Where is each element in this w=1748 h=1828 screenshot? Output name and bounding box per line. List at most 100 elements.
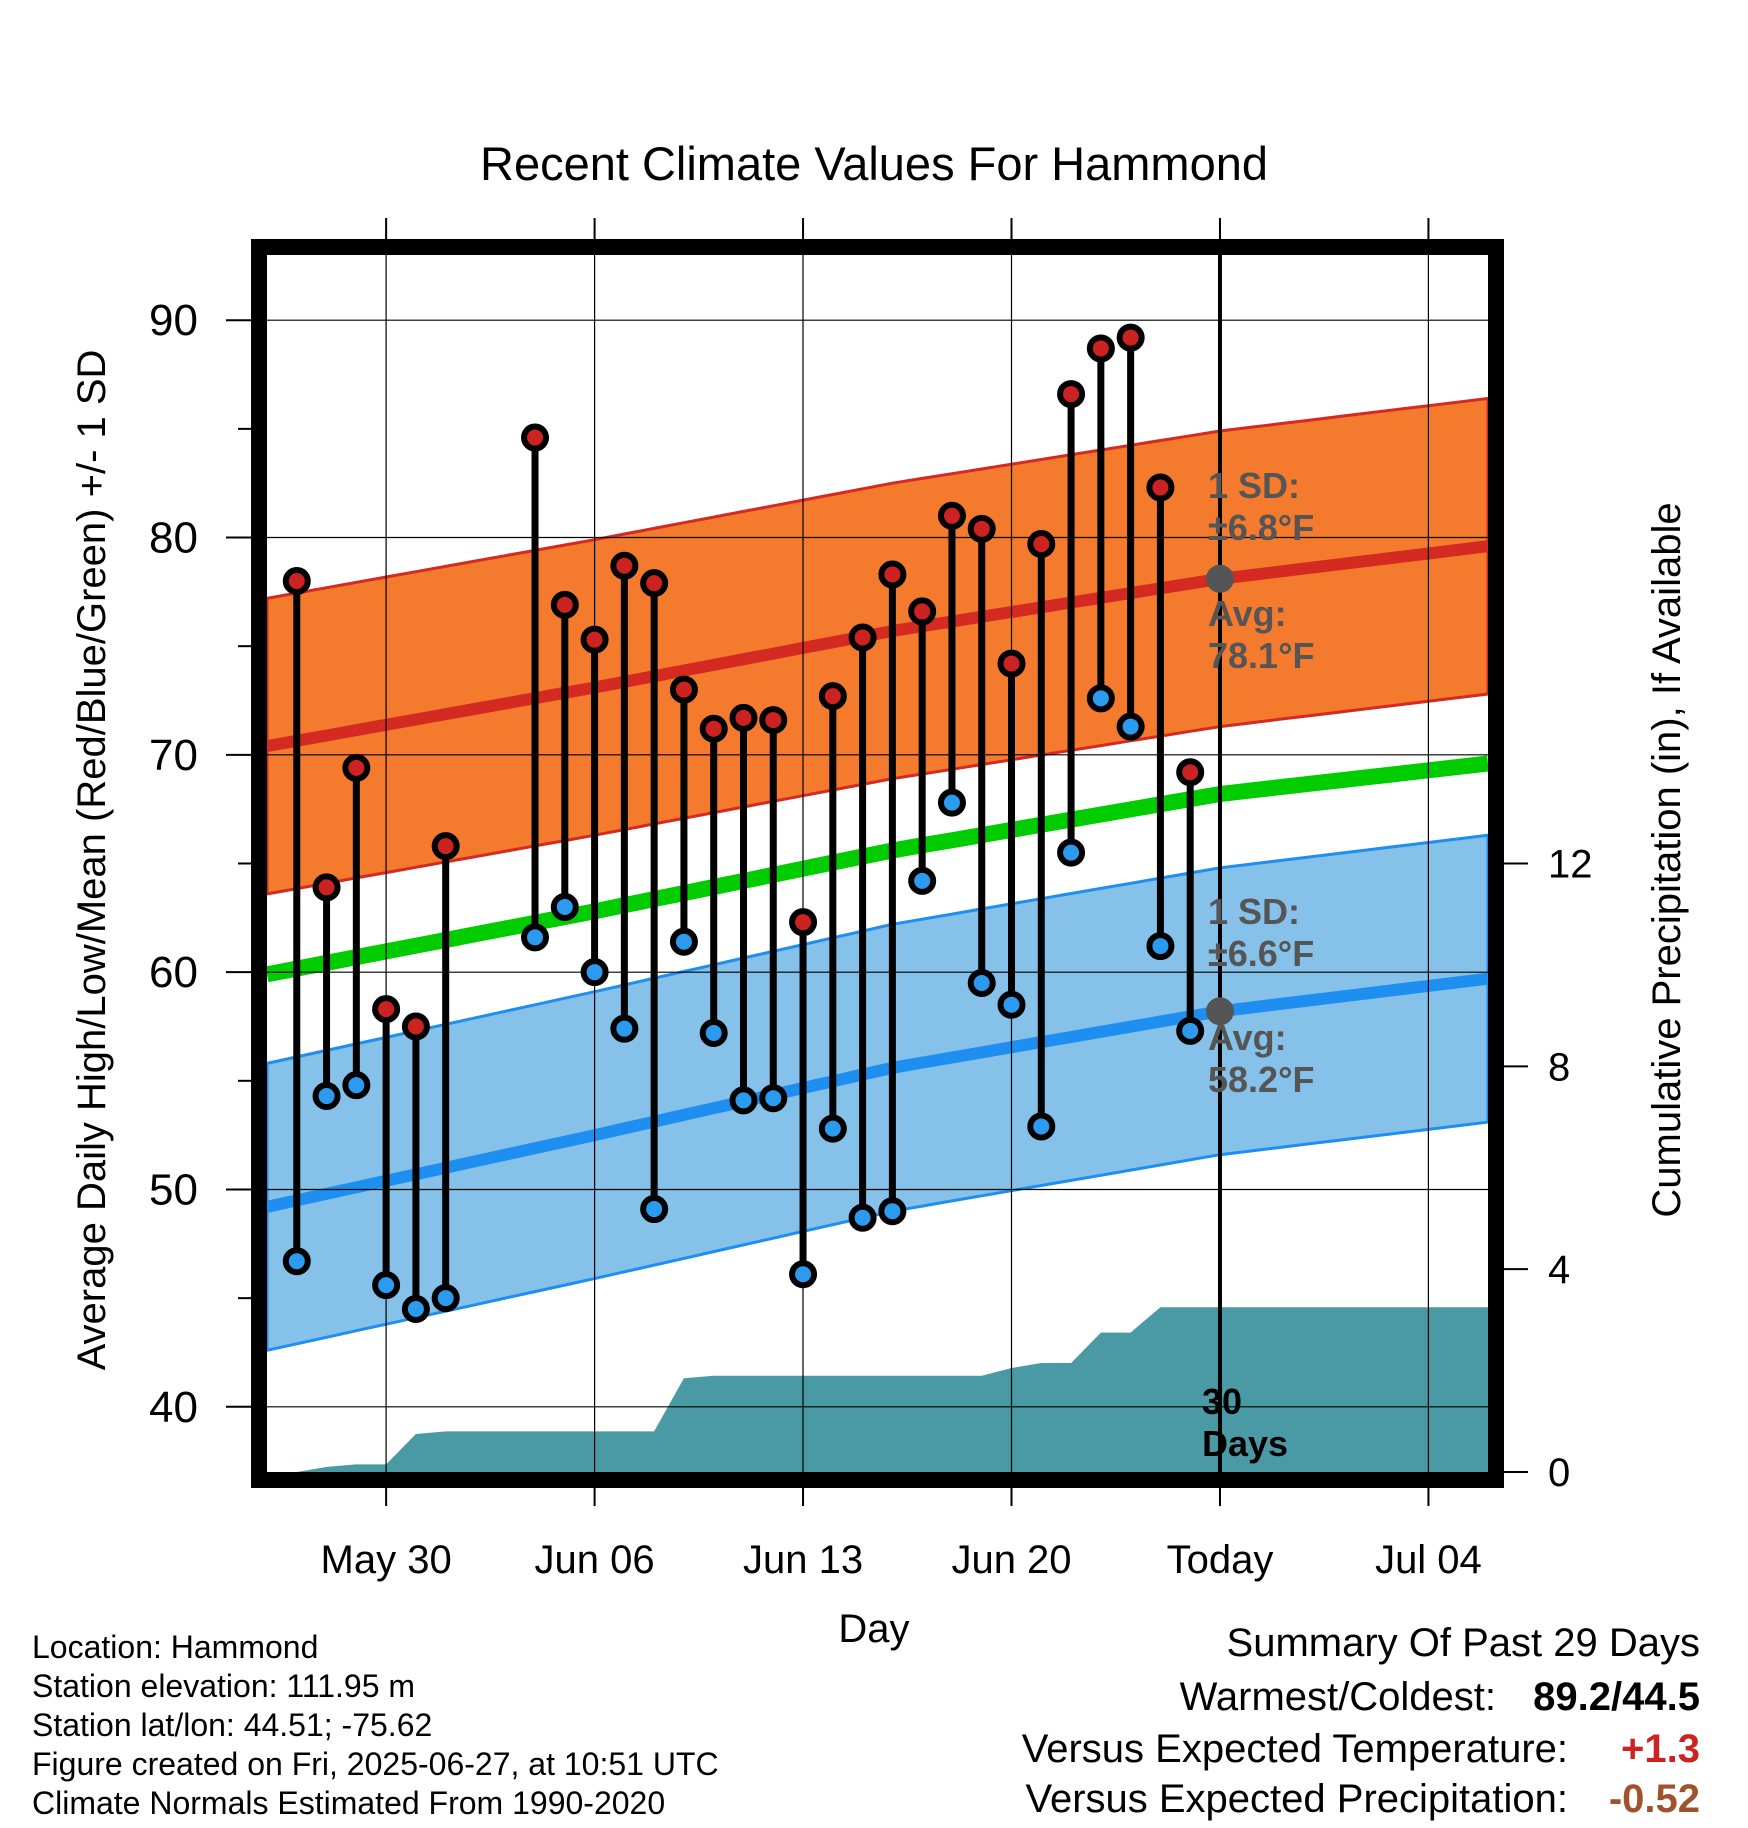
chart-title: Recent Climate Values For Hammond: [480, 137, 1268, 190]
low-point: [521, 923, 550, 952]
low-point: [1146, 932, 1175, 961]
y-tick-label: 90: [149, 296, 198, 345]
high-point: [669, 675, 698, 704]
days-annotation-line: Days: [1202, 1423, 1288, 1464]
summary-temp-value: +1.3: [1621, 1727, 1700, 1771]
summary-precip-label: Versus Expected Precipitation:: [1025, 1777, 1568, 1821]
high-point: [1146, 473, 1175, 502]
today-avg-low-dot: [1205, 997, 1234, 1026]
high-point: [580, 625, 609, 654]
high-point: [372, 995, 401, 1024]
low-point: [699, 1019, 728, 1048]
low-point: [789, 1260, 818, 1289]
info-latlon: Station lat/lon: 44.51; -75.62: [32, 1707, 432, 1743]
annotations: 1 SD: ±6.8°F Avg: 78.1°F 1 SD: ±6.6°F Avg: 58.2…: [1202, 465, 1314, 1464]
summary-temp-label: Versus Expected Temperature:: [1022, 1727, 1568, 1771]
daily-observations: [282, 323, 1205, 1324]
x-axis-label: Day: [838, 1607, 909, 1651]
high-point: [967, 514, 996, 543]
x-tick-label: Jun 06: [535, 1538, 655, 1582]
info-normals: Climate Normals Estimated From 1990-2020: [32, 1785, 665, 1821]
low-point: [401, 1295, 430, 1324]
y-tick-label: 60: [149, 948, 198, 997]
low-point: [342, 1071, 371, 1100]
high-point: [848, 623, 877, 652]
low-avg-annotation: Avg: 58.2°F: [1208, 1017, 1314, 1100]
y-tick-label: 50: [149, 1165, 198, 1214]
avg-low-line: [265, 972, 1489, 1213]
right-tick-label: 12: [1548, 843, 1593, 887]
low-point: [759, 1084, 788, 1113]
high-point: [401, 1012, 430, 1041]
low-avg-annotation-line: 58.2°F: [1208, 1059, 1314, 1100]
summary-title: Summary Of Past 29 Days: [1227, 1621, 1700, 1665]
low-point: [669, 927, 698, 956]
high-sd-annotation-line: ±6.8°F: [1208, 507, 1314, 548]
today-marker: [1205, 255, 1234, 1472]
high-point: [1086, 334, 1115, 363]
x-tick-label: Jul 04: [1375, 1538, 1482, 1582]
low-point: [967, 969, 996, 998]
high-sd-annotation-line: 1 SD:: [1208, 465, 1300, 506]
low-sd-annotation: 1 SD: ±6.6°F: [1208, 891, 1314, 974]
left-axis-ticks: 40 50 60 70 80 90: [149, 296, 251, 1432]
low-point: [818, 1114, 847, 1143]
x-tick-label: Jun 13: [743, 1538, 863, 1582]
precip-area: [267, 1307, 1488, 1472]
high-point: [431, 832, 460, 861]
high-point: [1176, 758, 1205, 787]
high-point: [1116, 323, 1145, 352]
high-avg-annotation-line: 78.1°F: [1208, 635, 1314, 676]
low-point: [908, 866, 937, 895]
left-axis-label: Average Daily High/Low/Mean (Red/Blue/Gr…: [70, 350, 114, 1371]
right-tick-label: 4: [1548, 1248, 1570, 1292]
y-tick-label: 80: [149, 514, 198, 563]
low-point: [997, 990, 1026, 1019]
x-tick-label: Jun 20: [951, 1538, 1071, 1582]
summary-warmest-coldest-value: 89.2/44.5: [1533, 1675, 1700, 1719]
plot-frame: [251, 239, 1504, 1488]
low-point: [878, 1197, 907, 1226]
low-point: [282, 1247, 311, 1276]
low-point: [372, 1271, 401, 1300]
high-avg-annotation: Avg: 78.1°F: [1208, 593, 1314, 676]
high-point: [818, 682, 847, 711]
x-tick-label: May 30: [321, 1538, 452, 1582]
normal-bands: [265, 396, 1490, 1353]
high-point: [729, 703, 758, 732]
low-point: [580, 958, 609, 987]
y-tick-label: 40: [149, 1383, 198, 1432]
high-point: [878, 560, 907, 589]
low-point: [848, 1203, 877, 1232]
info-location: Location: Hammond: [32, 1629, 318, 1665]
station-info: Location: Hammond Station elevation: 111…: [32, 1629, 719, 1821]
right-axis-label: Cumulative Precipitation (in), If Availa…: [1645, 502, 1689, 1217]
high-sd-annotation: 1 SD: ±6.8°F: [1208, 465, 1314, 548]
days-annotation-line: 30: [1202, 1381, 1242, 1422]
low-point: [610, 1014, 639, 1043]
summary-panel: Summary Of Past 29 Days Warmest/Coldest:…: [1022, 1621, 1700, 1821]
low-point: [312, 1082, 341, 1111]
high-point: [789, 908, 818, 937]
high-point: [759, 706, 788, 735]
high-point: [521, 423, 550, 452]
low-point: [640, 1195, 669, 1224]
right-axis-ticks: 0 4 8 12: [1504, 843, 1593, 1495]
high-point: [937, 501, 966, 530]
high-point: [1057, 380, 1086, 409]
low-point: [1057, 838, 1086, 867]
high-point: [282, 566, 311, 595]
low-point: [729, 1086, 758, 1115]
x-tick-label: Today: [1167, 1538, 1274, 1582]
high-point: [1027, 530, 1056, 559]
info-elevation: Station elevation: 111.95 m: [32, 1668, 415, 1704]
low-point: [431, 1284, 460, 1313]
days-annotation: 30 Days: [1202, 1381, 1288, 1464]
high-point: [312, 873, 341, 902]
low-point: [1176, 1016, 1205, 1045]
avg-mean-line: [265, 755, 1489, 983]
high-point: [699, 714, 728, 743]
right-tick-label: 8: [1548, 1045, 1570, 1089]
high-point: [610, 551, 639, 580]
